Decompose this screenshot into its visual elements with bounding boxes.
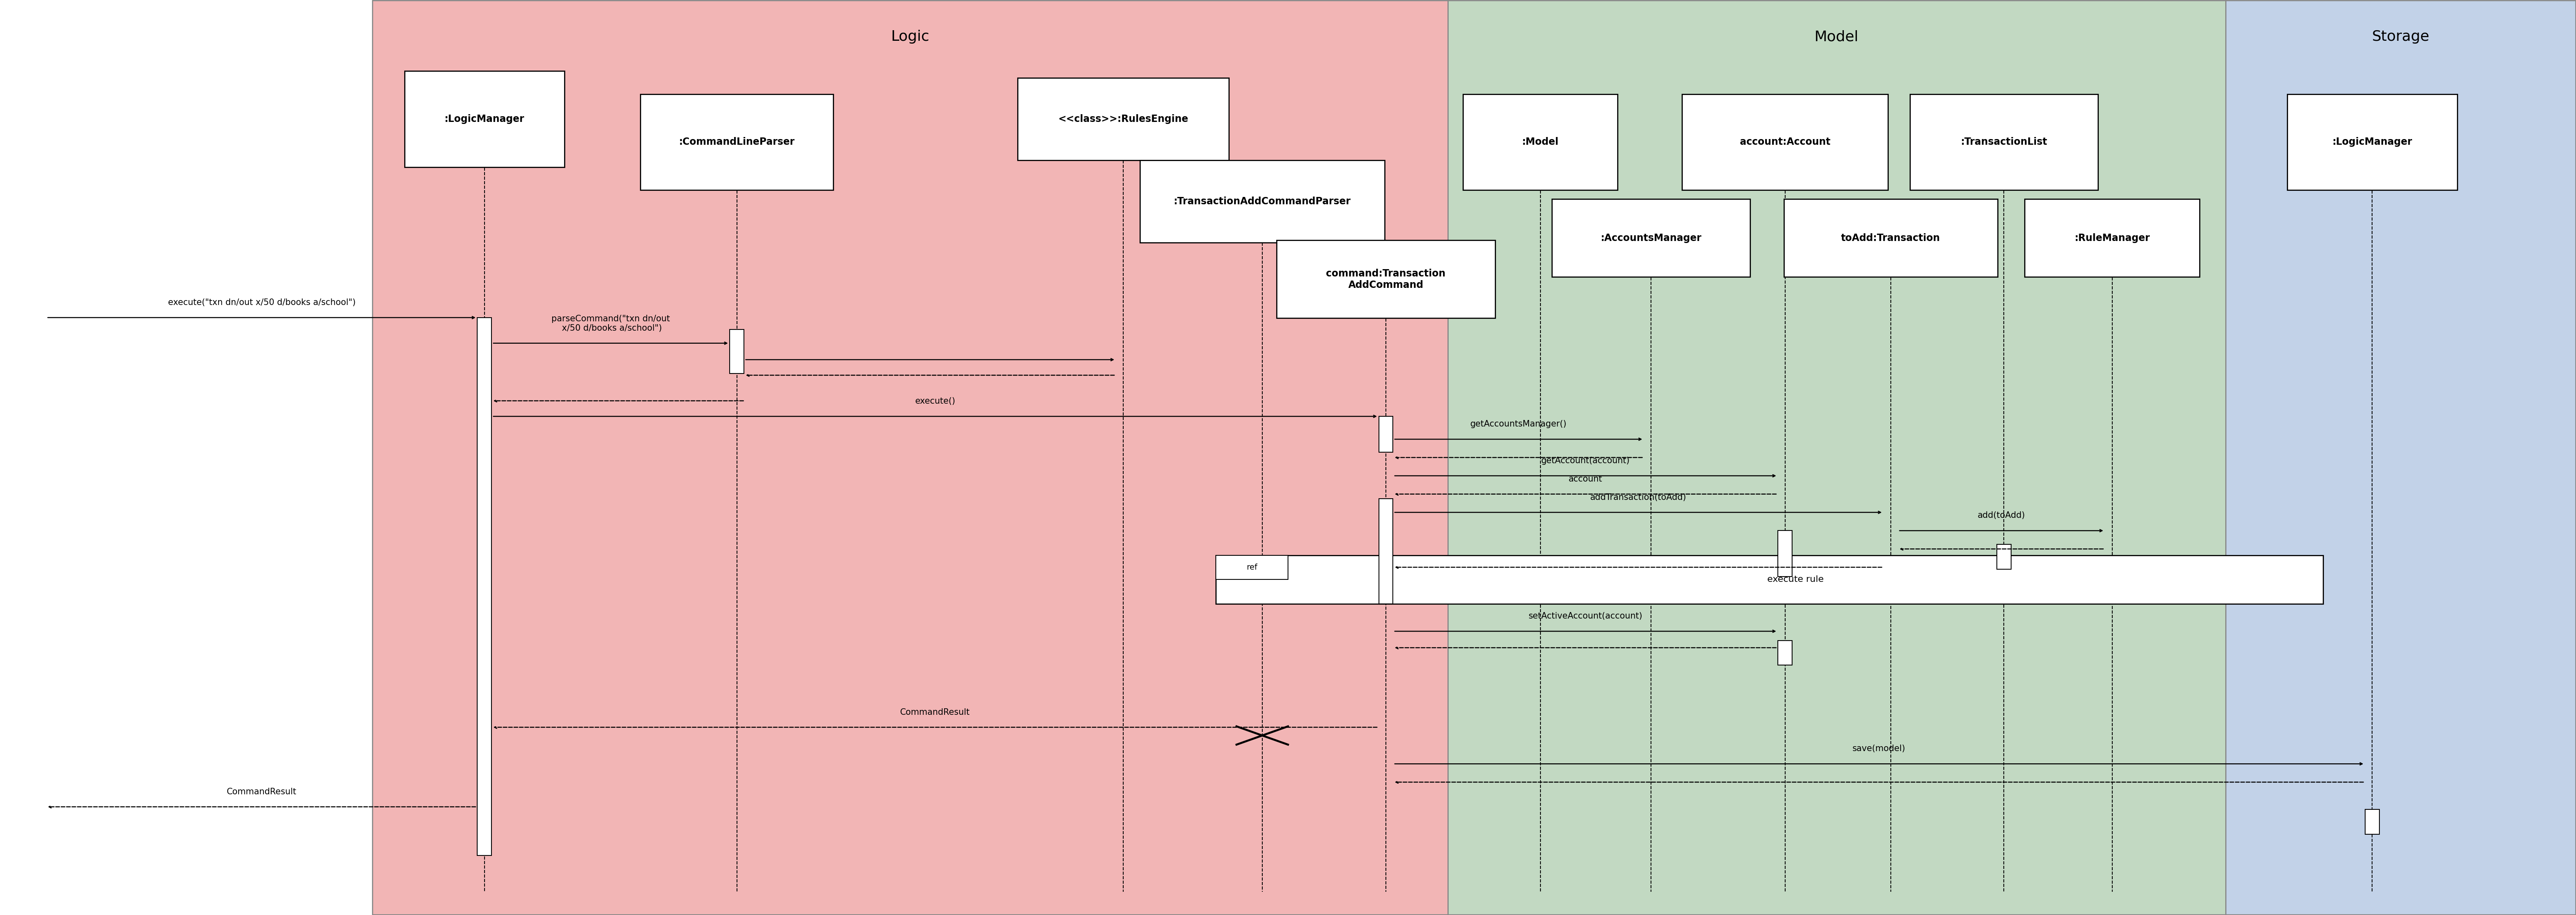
Text: setActiveAccount(account): setActiveAccount(account) (1528, 612, 1643, 620)
Bar (1278, 241, 1494, 318)
Text: execute("txn dn/out x/50 d/books a/school"): execute("txn dn/out x/50 d/books a/schoo… (167, 298, 355, 307)
Bar (2025, 199, 2200, 277)
Bar (374, 0, 1448, 915)
Bar (477, 318, 492, 856)
Text: toAdd:Transaction: toAdd:Transaction (1842, 233, 1940, 242)
Text: parseCommand("txn dn/out
 x/50 d/books a/school"): parseCommand("txn dn/out x/50 d/books a/… (551, 315, 670, 332)
Text: Logic: Logic (891, 30, 930, 44)
Bar (1996, 544, 2012, 569)
Bar (1909, 94, 2097, 190)
Text: :LogicManager: :LogicManager (2331, 137, 2411, 147)
Text: add(toAdd): add(toAdd) (1978, 511, 2025, 520)
Text: :RuleManager: :RuleManager (2074, 233, 2151, 242)
Bar (1551, 199, 1749, 277)
Text: :TransactionAddCommandParser: :TransactionAddCommandParser (1175, 197, 1350, 207)
Text: getAccountsManager(): getAccountsManager() (1471, 420, 1566, 428)
Bar (1141, 160, 1383, 242)
Text: :LogicManager: :LogicManager (446, 114, 526, 124)
Bar (1682, 94, 1888, 190)
Bar (641, 94, 835, 190)
Bar (1463, 94, 1618, 190)
Bar (1777, 640, 1793, 665)
Bar (729, 329, 744, 373)
Bar (1018, 78, 1229, 160)
Bar (1216, 555, 1288, 579)
Bar (2287, 94, 2458, 190)
Text: <<class>>:RulesEngine: <<class>>:RulesEngine (1059, 114, 1188, 124)
Text: :CommandLineParser: :CommandLineParser (680, 137, 796, 147)
Text: Model: Model (1814, 30, 1860, 44)
Text: save(model): save(model) (1852, 745, 1906, 753)
Text: ref: ref (1247, 564, 1257, 571)
Text: CommandResult: CommandResult (227, 788, 296, 796)
Text: addTransaction(toAdd): addTransaction(toAdd) (1589, 493, 1687, 501)
Text: execute(): execute() (914, 397, 956, 405)
Bar (1783, 199, 1996, 277)
Text: account:Account: account:Account (1739, 137, 1832, 147)
Text: Storage: Storage (2372, 30, 2429, 44)
Text: CommandResult: CommandResult (899, 708, 971, 716)
Text: :AccountsManager: :AccountsManager (1600, 233, 1703, 242)
Text: :TransactionList: :TransactionList (1960, 137, 2048, 147)
Bar (2365, 810, 2380, 834)
Bar (2226, 0, 2576, 915)
Bar (404, 71, 564, 167)
Text: :Model: :Model (1522, 137, 1558, 147)
Bar (1378, 416, 1394, 452)
Bar (1216, 555, 2324, 604)
Text: execute rule: execute rule (1767, 576, 1824, 584)
Text: command:Transaction
AddCommand: command:Transaction AddCommand (1327, 269, 1445, 290)
Text: getAccount(account): getAccount(account) (1540, 457, 1631, 465)
Text: account: account (1569, 475, 1602, 483)
Bar (1448, 0, 2226, 915)
Bar (1378, 499, 1394, 604)
Bar (1777, 531, 1793, 576)
